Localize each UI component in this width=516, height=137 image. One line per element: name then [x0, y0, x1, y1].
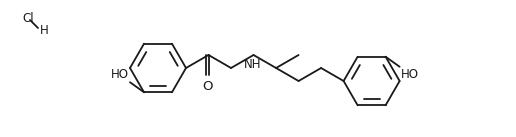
Text: H: H: [40, 24, 49, 36]
Text: O: O: [202, 80, 213, 93]
Text: NH: NH: [244, 58, 261, 71]
Text: HO: HO: [400, 68, 418, 81]
Text: Cl: Cl: [22, 12, 34, 25]
Text: HO: HO: [111, 68, 129, 81]
